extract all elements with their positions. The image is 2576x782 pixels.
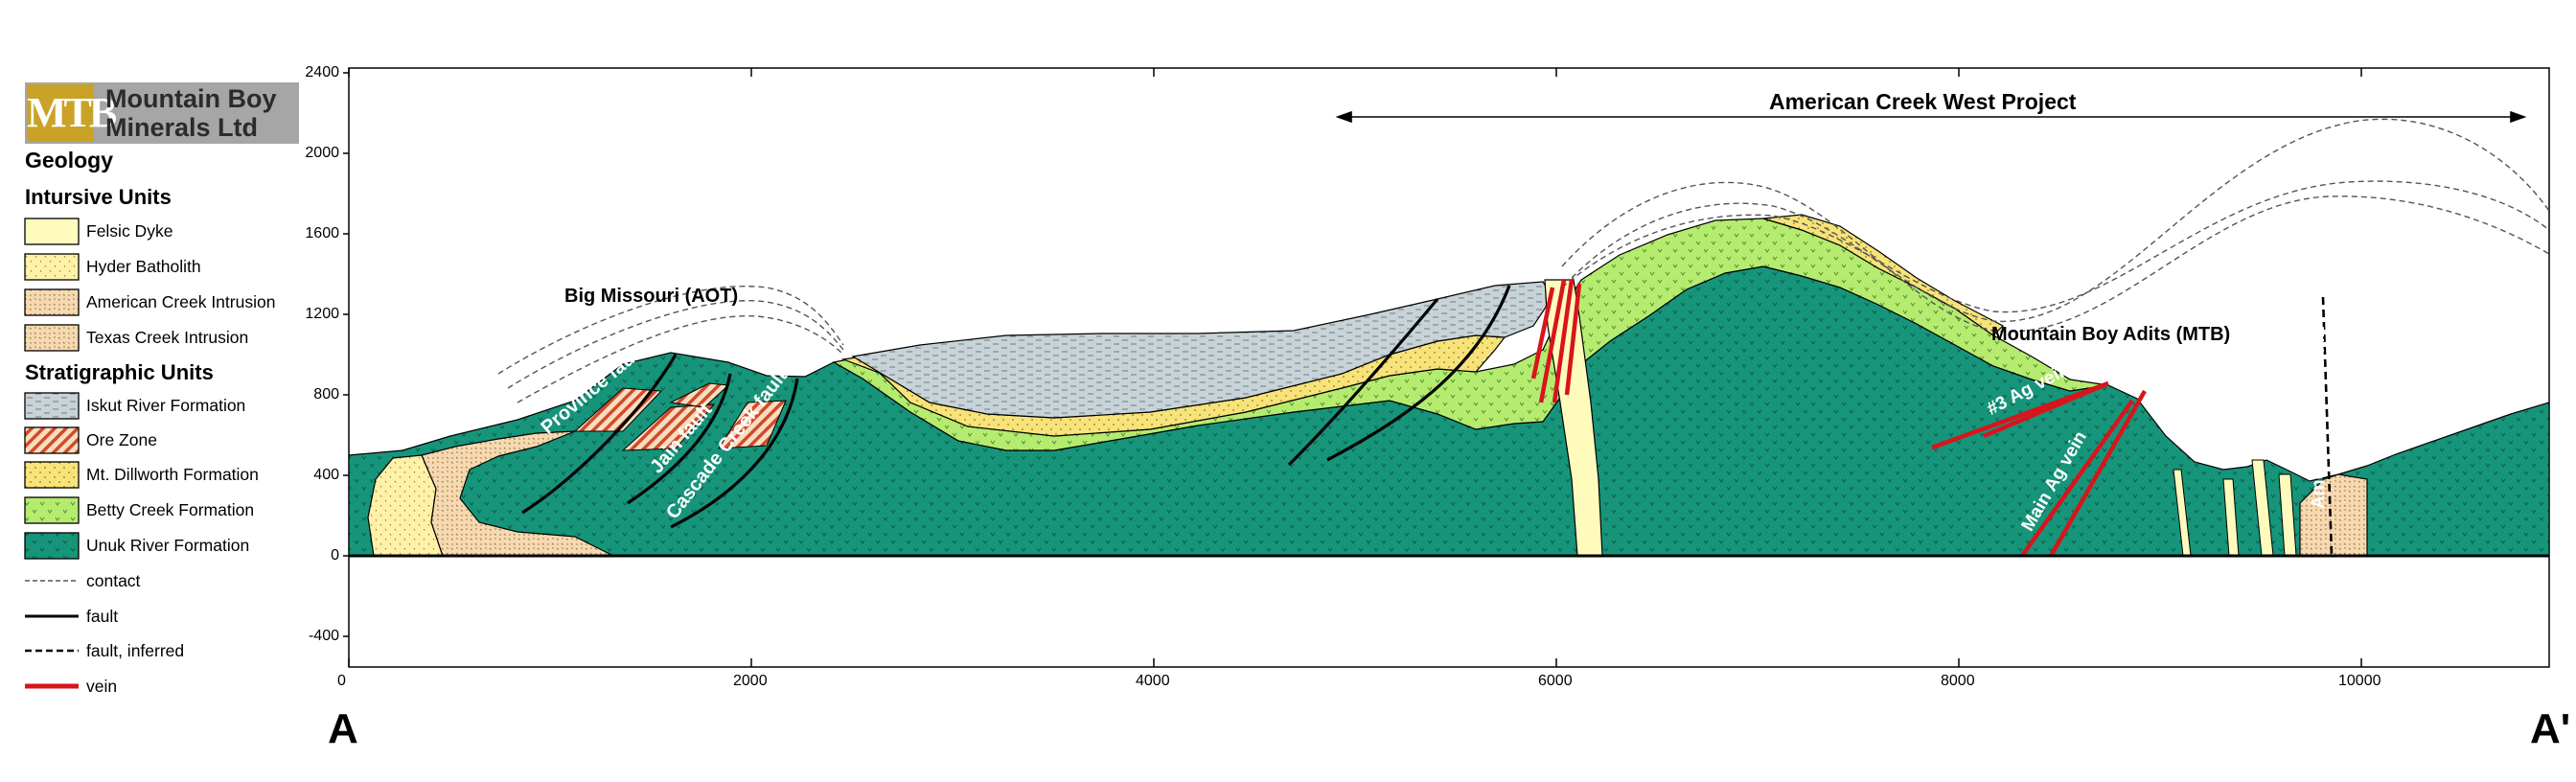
x-tick-label: 4000 [1136,673,1170,689]
legend-label: Iskut River Formation [86,396,246,415]
legend-title: Geology [25,148,114,172]
american-creek-fault-label: American Creek fault [2309,326,2329,509]
legend-label: fault [86,607,119,626]
swatch-iskut [24,392,80,420]
x-tick-label: 8000 [1941,673,1975,689]
project-extent-arrow [1335,110,2527,124]
y-tick-label: 0 [331,547,339,564]
legend-item-fault-inferred: fault, inferred [25,638,312,665]
legend-intrusive-heading: Intursive Units [25,185,172,209]
contacts [497,118,2549,403]
veins [1530,279,2147,558]
swatch-dillworth [24,461,80,489]
legend-item-hyder: Hyder Batholith [25,254,312,281]
x-tick-label: 0 [337,673,346,689]
legend-label: Mt. Dillworth Formation [86,465,259,484]
legend-label: vein [86,677,118,696]
legend-item-american: American Creek Intrusion [25,289,312,316]
y-tick-label: -400 [308,628,339,644]
legend-label: Texas Creek Intrusion [86,328,249,347]
legend-label: Betty Creek Formation [86,500,255,519]
x-tick-label: 10000 [2338,673,2381,689]
swatch-unuk [24,532,80,560]
legend-label: Hyder Batholith [86,257,201,276]
legend-item-ore: Ore Zone [25,427,312,454]
x-tick-label: 6000 [1538,673,1573,689]
section-start-label: A [328,705,358,752]
legend-item-vein: vein [25,674,312,701]
legend-item-fault: fault [25,604,312,631]
legend-strat-heading: Stratigraphic Units [25,360,214,384]
legend-item-texas: Texas Creek Intrusion [25,325,312,352]
legend: MTB Mountain Boy Minerals Ltd Geology In… [0,0,307,782]
legend-item-felsic: Felsic Dyke [25,218,312,245]
project-label: American Creek West Project [1769,89,2077,114]
y-tick-label: 400 [313,467,339,483]
company-logo: MTB Mountain Boy Minerals Ltd [25,82,299,144]
legend-item-betty: Betty Creek Formation [25,497,312,524]
logo-name-line2: Minerals Ltd [105,113,259,142]
legend-item-iskut: Iskut River Formation [25,393,312,420]
felsic-dykes-east [2173,459,2297,557]
y-tick-label: 2000 [305,145,339,161]
swatch-american [24,288,80,316]
legend-label: American Creek Intrusion [86,292,276,311]
legend-item-unuk: Unuk River Formation [25,533,312,560]
legend-label: Ore Zone [86,430,157,449]
legend-label: contact [86,571,141,590]
legend-label: Felsic Dyke [86,221,173,241]
legend-swatches [24,218,80,689]
legend-label: fault, inferred [86,641,185,660]
swatch-ore [24,426,80,454]
swatch-betty [24,496,80,524]
y-tick-label: 1200 [305,306,339,322]
x-tick-label: 2000 [733,673,768,689]
american-creek-fault-inferred [2321,296,2334,557]
iskut-river-formation [851,281,1553,419]
legend-item-dillworth: Mt. Dillworth Formation [25,462,312,489]
mt-dillworth-formation-east [1762,214,2005,336]
legend-label: Unuk River Formation [86,536,250,555]
swatch-texas [24,324,80,352]
y-tick-label: 2400 [305,64,339,80]
swatch-felsic [24,218,80,245]
y-tick-label: 800 [313,386,339,402]
mountain-boy-adits-label: Mountain Boy Adits (MTB) [1991,324,2231,345]
swatch-hyder [24,253,80,281]
big-missouri-label: Big Missouri (AOT) [564,286,739,307]
logo-name-line1: Mountain Boy [105,84,277,113]
logo-name: Mountain Boy Minerals Ltd [105,84,297,142]
ore-zones [573,382,787,451]
american-creek-intrusion-west [421,430,614,557]
y-tick-label: 1600 [305,225,339,242]
section-end-label: A' [2530,705,2571,752]
faults [521,285,1511,529]
axis-ticks [343,68,2362,667]
logo-mark: MTB [27,84,117,142]
legend-item-contact: contact [25,568,312,595]
